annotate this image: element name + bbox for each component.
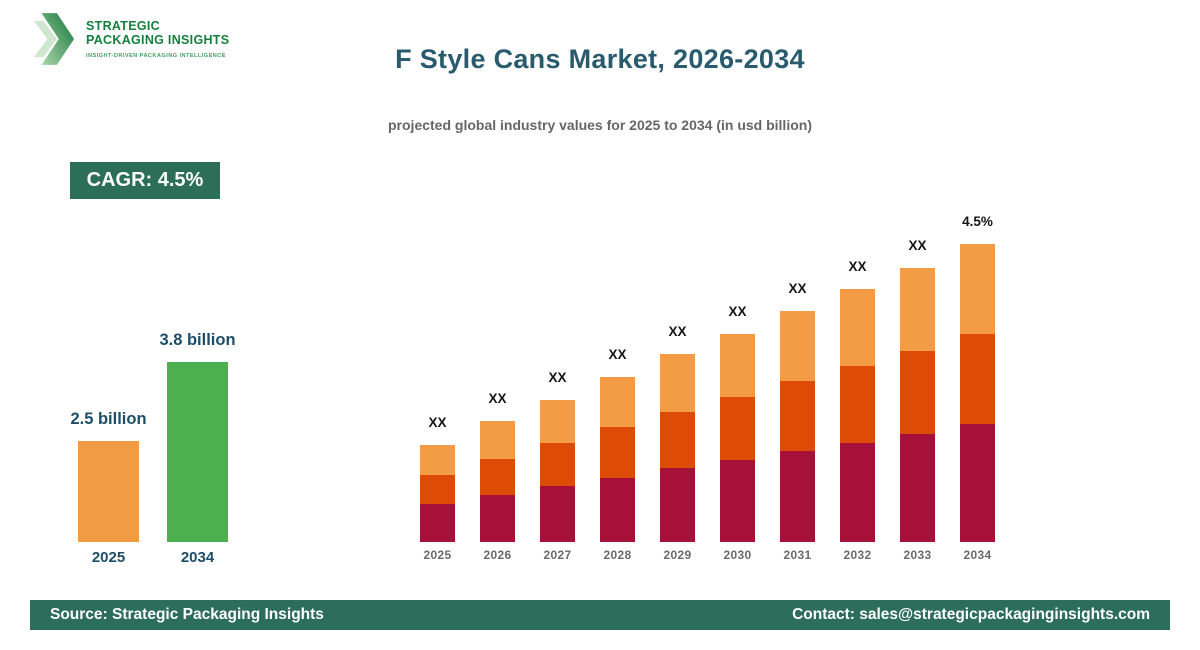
projection-segment-top — [480, 421, 515, 459]
projection-year-label: 2030 — [723, 548, 752, 562]
projection-segment-top — [600, 377, 635, 427]
projection-year-label: 2027 — [543, 548, 572, 562]
projection-bar-group: XX 2032 — [840, 259, 875, 562]
footer-bar: Source: Strategic Packaging Insights Con… — [30, 600, 1170, 630]
page-title: F Style Cans Market, 2026-2034 — [395, 44, 805, 74]
projection-bar-group: XX 2026 — [480, 391, 515, 562]
projection-segment-bottom — [900, 434, 935, 542]
projection-year-label: 2031 — [783, 548, 812, 562]
projection-year-label: 2029 — [663, 548, 692, 562]
projection-bar-stack — [540, 400, 575, 542]
projection-segment-top — [960, 244, 995, 334]
logo-tagline: INSIGHT-DRIVEN PACKAGING INTELLIGENCE — [86, 53, 226, 59]
projection-bar-stack — [900, 268, 935, 542]
logo-text: STRATEGIC PACKAGING INSIGHTS INSIGHT-DRI… — [86, 10, 229, 59]
projection-segment-bottom — [600, 478, 635, 542]
projection-bar-stack — [600, 377, 635, 542]
summary-bar — [167, 362, 228, 542]
projection-segment-top — [900, 268, 935, 351]
projection-segment-bottom — [660, 468, 695, 542]
chevron-arrow-icon — [32, 10, 76, 73]
projection-bar-stack — [420, 445, 455, 542]
summary-bar — [78, 441, 139, 542]
logo: STRATEGIC PACKAGING INSIGHTS INSIGHT-DRI… — [32, 10, 229, 73]
projection-bar-group: XX 2031 — [780, 281, 815, 562]
projection-bar-group: XX 2025 — [420, 415, 455, 562]
footer-contact: Contact: sales@strategicpackaginginsight… — [792, 606, 1150, 623]
projection-bar-label: XX — [548, 370, 567, 385]
projection-bar-group: XX 2029 — [660, 324, 695, 562]
projection-segment-bottom — [840, 443, 875, 542]
projection-bar-stack — [780, 311, 815, 542]
projection-bar-group: XX 2028 — [600, 347, 635, 562]
projection-segment-top — [780, 311, 815, 381]
summary-chart: 2.5 billion 2025 3.8 billion 2034 — [70, 328, 235, 566]
summary-bar-group: 3.8 billion 2034 — [159, 331, 235, 566]
projection-segment-middle — [660, 412, 695, 468]
footer-source: Source: Strategic Packaging Insights — [50, 606, 324, 623]
projection-segment-top — [720, 334, 755, 397]
summary-year-label: 2025 — [91, 549, 126, 566]
projection-bar-label: XX — [728, 304, 747, 319]
logo-name-line1: STRATEGIC — [86, 19, 160, 33]
projection-segment-middle — [840, 366, 875, 443]
projection-year-label: 2034 — [963, 548, 992, 562]
page-subtitle: projected global industry values for 202… — [388, 117, 812, 133]
projection-year-label: 2032 — [843, 548, 872, 562]
projection-bar-label: XX — [608, 347, 627, 362]
projection-bar-stack — [720, 334, 755, 542]
projection-bar-label: XX — [908, 238, 927, 253]
projection-segment-middle — [540, 443, 575, 486]
summary-value-label: 2.5 billion — [70, 410, 147, 428]
projection-segment-middle — [420, 475, 455, 504]
projection-bar-stack — [840, 289, 875, 542]
projection-segment-middle — [480, 459, 515, 495]
cagr-badge: CAGR: 4.5% — [70, 162, 220, 199]
projection-bar-group: XX 2030 — [720, 304, 755, 562]
projection-segment-middle — [720, 397, 755, 460]
projection-year-label: 2025 — [423, 548, 452, 562]
projection-segment-top — [840, 289, 875, 366]
logo-name-line2: PACKAGING INSIGHTS — [86, 33, 230, 47]
projection-bar-label: 4.5% — [962, 214, 993, 229]
projection-segment-bottom — [540, 486, 575, 542]
projection-segment-bottom — [420, 504, 455, 542]
projection-segment-middle — [960, 334, 995, 424]
projection-year-label: 2026 — [483, 548, 512, 562]
projection-year-label: 2033 — [903, 548, 932, 562]
projection-bar-label: XX — [788, 281, 807, 296]
projection-segment-bottom — [780, 451, 815, 542]
projection-bar-stack — [960, 244, 995, 542]
projection-bar-stack — [480, 421, 515, 542]
summary-year-label: 2034 — [180, 549, 215, 566]
projection-bar-label: XX — [428, 415, 447, 430]
projection-segment-bottom — [480, 495, 515, 542]
projection-segment-top — [540, 400, 575, 443]
projection-segment-top — [420, 445, 455, 475]
projection-segment-bottom — [720, 460, 755, 542]
summary-value-label: 3.8 billion — [159, 331, 236, 349]
projection-segment-top — [660, 354, 695, 412]
projection-bar-stack — [660, 354, 695, 542]
projection-year-label: 2028 — [603, 548, 632, 562]
projection-bar-label: XX — [848, 259, 867, 274]
projection-bar-group: XX 2027 — [540, 370, 575, 562]
projection-segment-bottom — [960, 424, 995, 542]
projection-segment-middle — [900, 351, 935, 434]
projection-bar-group: 4.5% 2034 — [960, 214, 995, 562]
summary-bar-group: 2.5 billion 2025 — [70, 410, 146, 566]
projection-segment-middle — [780, 381, 815, 451]
projection-bar-label: XX — [668, 324, 687, 339]
projection-chart: XX 2025 XX 2026 XX 2027 XX 2028 XX 2029 XX 2030 XX 20… — [420, 206, 995, 562]
projection-segment-middle — [600, 427, 635, 478]
projection-bar-label: XX — [488, 391, 507, 406]
projection-bar-group: XX 2033 — [900, 238, 935, 562]
